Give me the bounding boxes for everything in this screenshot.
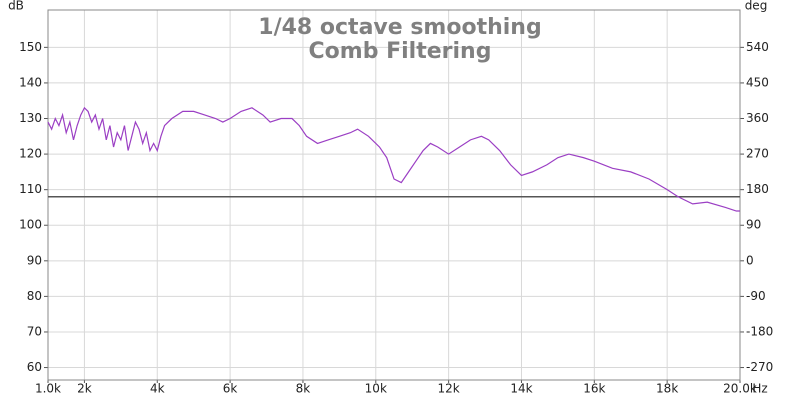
y2-tick-label: 90 <box>746 218 761 232</box>
y2-tick-label: 0 <box>746 253 754 267</box>
x-tick-label: 8k <box>296 382 311 396</box>
x-tick-label: 6k <box>223 382 238 396</box>
y-tick-label: 90 <box>27 253 42 267</box>
y2-tick-label: 180 <box>746 182 769 196</box>
y2-tick-label: 360 <box>746 111 769 125</box>
y-tick-label: 140 <box>19 75 42 89</box>
x-tick-label: 20.0k <box>723 382 757 396</box>
y-tick-label: 150 <box>19 40 42 54</box>
y2-tick-label: 270 <box>746 147 769 161</box>
chart-subtitle: Comb Filtering <box>309 39 492 64</box>
x-tick-label: 2k <box>77 382 92 396</box>
chart-title: 1/48 octave smoothing <box>258 15 541 40</box>
y2-tick-label: -90 <box>746 289 766 303</box>
y-tick-label: 120 <box>19 147 42 161</box>
y-tick-label: 60 <box>27 360 42 374</box>
plot-border <box>47 9 741 381</box>
y2-tick-label: -270 <box>746 360 773 374</box>
x-axis-unit: Hz <box>752 382 767 396</box>
y-tick-label: 70 <box>27 324 42 338</box>
y-tick-label: 110 <box>19 182 42 196</box>
x-tick-label: 14k <box>510 382 532 396</box>
data-line <box>47 106 740 212</box>
y2-axis-unit: deg <box>745 0 768 13</box>
x-tick-label: 12k <box>438 382 460 396</box>
plot-area: 60 70 80 90 100 110 120 130 140 150 -270 -180 -90 0 90… <box>19 9 773 396</box>
x-tick-label: 16k <box>583 382 605 396</box>
y2-tick-label: -180 <box>746 324 773 338</box>
x-tick-label: 4k <box>150 382 165 396</box>
x-tick-label: 18k <box>656 382 678 396</box>
x-tick-label: 1.0k <box>35 382 61 396</box>
y-tick-label: 130 <box>19 111 42 125</box>
y-tick-label: 80 <box>27 289 42 303</box>
y2-tick-label: 450 <box>746 75 769 89</box>
y2-tick-label: 540 <box>746 40 769 54</box>
x-tick-label: 10k <box>365 382 387 396</box>
y-axis-unit: dB <box>8 0 24 13</box>
y-tick-label: 100 <box>19 218 42 232</box>
